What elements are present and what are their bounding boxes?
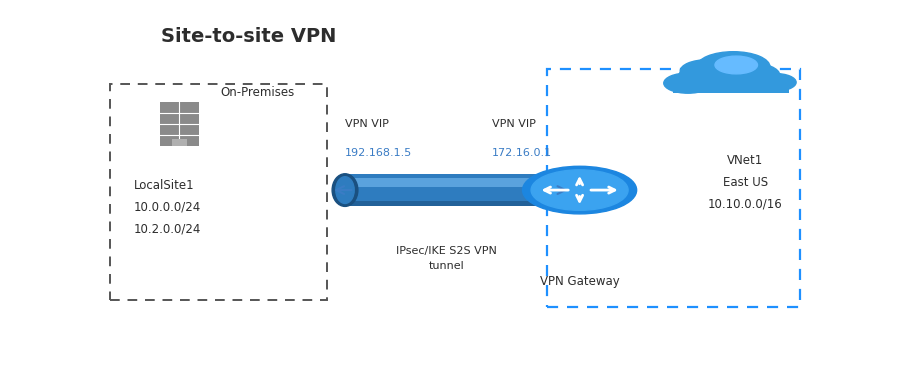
Circle shape <box>679 60 733 82</box>
Ellipse shape <box>332 174 357 207</box>
Circle shape <box>753 73 795 91</box>
Bar <box>345 174 547 207</box>
Bar <box>345 178 547 187</box>
Text: 192.168.1.5: 192.168.1.5 <box>345 148 412 158</box>
Bar <box>160 102 199 146</box>
Text: VNet1
East US
10.10.0.0/16: VNet1 East US 10.10.0.0/16 <box>707 154 782 210</box>
Circle shape <box>522 166 636 214</box>
Text: Site-to-site VPN: Site-to-site VPN <box>161 27 336 46</box>
Text: IPsec/IKE S2S VPN
tunnel: IPsec/IKE S2S VPN tunnel <box>395 246 496 271</box>
Text: VPN Gateway: VPN Gateway <box>539 275 618 288</box>
FancyBboxPatch shape <box>673 77 789 93</box>
Text: VPN VIP: VPN VIP <box>492 119 536 129</box>
Bar <box>547 69 800 307</box>
Circle shape <box>696 52 769 82</box>
Circle shape <box>714 56 756 74</box>
Circle shape <box>721 63 779 87</box>
Text: On-Premises: On-Premises <box>221 86 295 99</box>
Circle shape <box>530 170 628 210</box>
Text: 172.16.0.1: 172.16.0.1 <box>492 148 551 158</box>
Bar <box>172 139 187 146</box>
Ellipse shape <box>534 174 560 207</box>
Circle shape <box>664 73 711 93</box>
Text: LocalSite1
10.0.0.0/24
10.2.0.0/24: LocalSite1 10.0.0.0/24 10.2.0.0/24 <box>133 179 200 236</box>
Text: VPN VIP: VPN VIP <box>345 119 389 129</box>
Ellipse shape <box>335 177 354 204</box>
Circle shape <box>677 63 745 91</box>
Ellipse shape <box>538 177 556 204</box>
Bar <box>110 84 326 300</box>
Bar <box>345 200 547 207</box>
